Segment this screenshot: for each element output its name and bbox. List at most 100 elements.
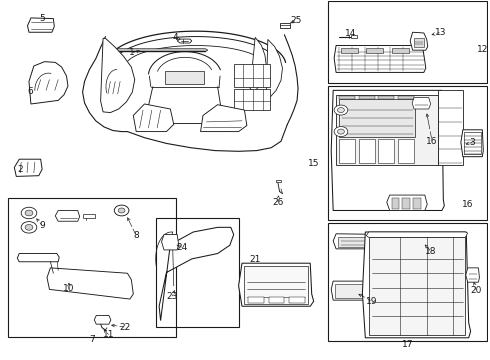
- Circle shape: [334, 127, 348, 136]
- Text: 22: 22: [120, 323, 131, 332]
- Text: 9: 9: [40, 221, 46, 230]
- Bar: [398, 96, 414, 99]
- Text: 5: 5: [39, 14, 45, 23]
- Text: 11: 11: [103, 330, 115, 339]
- Polygon shape: [55, 211, 80, 221]
- Bar: [378, 139, 394, 163]
- Text: 16: 16: [426, 137, 438, 146]
- Polygon shape: [159, 227, 234, 320]
- Polygon shape: [334, 45, 426, 72]
- Text: 4: 4: [172, 33, 178, 42]
- Polygon shape: [387, 195, 427, 211]
- Bar: [367, 48, 383, 53]
- Polygon shape: [267, 40, 282, 98]
- Circle shape: [25, 210, 33, 216]
- Polygon shape: [14, 159, 42, 176]
- Polygon shape: [331, 90, 444, 211]
- Circle shape: [21, 222, 37, 233]
- Text: 14: 14: [345, 29, 356, 38]
- Polygon shape: [410, 32, 428, 50]
- Text: 15: 15: [308, 159, 319, 168]
- Bar: [83, 214, 95, 218]
- Polygon shape: [162, 234, 179, 250]
- Polygon shape: [17, 253, 59, 262]
- Bar: [340, 99, 415, 137]
- Polygon shape: [363, 232, 470, 338]
- Circle shape: [338, 129, 344, 134]
- Bar: [279, 23, 290, 28]
- Bar: [234, 64, 270, 87]
- Text: 13: 13: [435, 28, 446, 37]
- Polygon shape: [466, 268, 479, 282]
- Circle shape: [338, 108, 344, 113]
- Text: 7: 7: [90, 335, 95, 344]
- Bar: [340, 139, 355, 163]
- Circle shape: [118, 208, 125, 213]
- Bar: [328, 1, 487, 83]
- Bar: [359, 139, 374, 163]
- Bar: [269, 297, 284, 303]
- Polygon shape: [94, 316, 111, 324]
- Polygon shape: [367, 232, 467, 237]
- Bar: [341, 48, 358, 53]
- Polygon shape: [461, 130, 483, 157]
- Bar: [392, 48, 409, 53]
- Bar: [336, 95, 439, 165]
- Bar: [413, 198, 421, 209]
- Text: 19: 19: [367, 297, 378, 306]
- Text: 18: 18: [425, 247, 437, 256]
- Polygon shape: [177, 39, 192, 43]
- Bar: [369, 237, 466, 335]
- Bar: [398, 139, 414, 163]
- Bar: [439, 90, 463, 165]
- Text: 24: 24: [176, 243, 188, 252]
- Bar: [8, 198, 176, 337]
- Bar: [234, 89, 270, 110]
- Polygon shape: [331, 281, 368, 300]
- Text: 2: 2: [17, 166, 23, 175]
- Polygon shape: [333, 234, 390, 249]
- Circle shape: [334, 105, 348, 115]
- Bar: [392, 198, 399, 209]
- Bar: [156, 218, 239, 327]
- Polygon shape: [100, 39, 135, 113]
- Bar: [338, 237, 384, 247]
- Text: 26: 26: [272, 198, 283, 207]
- Circle shape: [114, 205, 129, 216]
- Bar: [464, 132, 481, 154]
- Bar: [245, 266, 308, 304]
- Polygon shape: [239, 263, 314, 306]
- Bar: [328, 223, 487, 341]
- Bar: [248, 297, 264, 303]
- Polygon shape: [47, 268, 133, 299]
- Text: 1: 1: [129, 48, 135, 57]
- Text: 21: 21: [249, 255, 261, 264]
- Text: 10: 10: [63, 284, 74, 293]
- Polygon shape: [200, 105, 247, 132]
- Bar: [276, 180, 281, 182]
- Bar: [328, 86, 487, 220]
- Text: 6: 6: [27, 86, 33, 95]
- Bar: [351, 35, 357, 38]
- Polygon shape: [27, 18, 54, 32]
- Text: 16: 16: [462, 200, 473, 209]
- Circle shape: [21, 207, 37, 219]
- Polygon shape: [115, 49, 208, 51]
- Polygon shape: [29, 62, 68, 104]
- Bar: [340, 96, 355, 99]
- Polygon shape: [412, 98, 431, 109]
- Bar: [166, 71, 204, 84]
- Bar: [378, 96, 394, 99]
- Text: 8: 8: [133, 231, 139, 240]
- Text: 23: 23: [167, 292, 178, 301]
- Bar: [359, 96, 374, 99]
- Circle shape: [25, 225, 33, 230]
- Text: 12: 12: [477, 45, 488, 54]
- Polygon shape: [249, 37, 267, 93]
- Bar: [402, 198, 410, 209]
- Text: 20: 20: [470, 286, 482, 295]
- Bar: [335, 284, 364, 298]
- Text: 3: 3: [470, 138, 475, 147]
- Bar: [289, 297, 305, 303]
- Text: 17: 17: [402, 340, 414, 349]
